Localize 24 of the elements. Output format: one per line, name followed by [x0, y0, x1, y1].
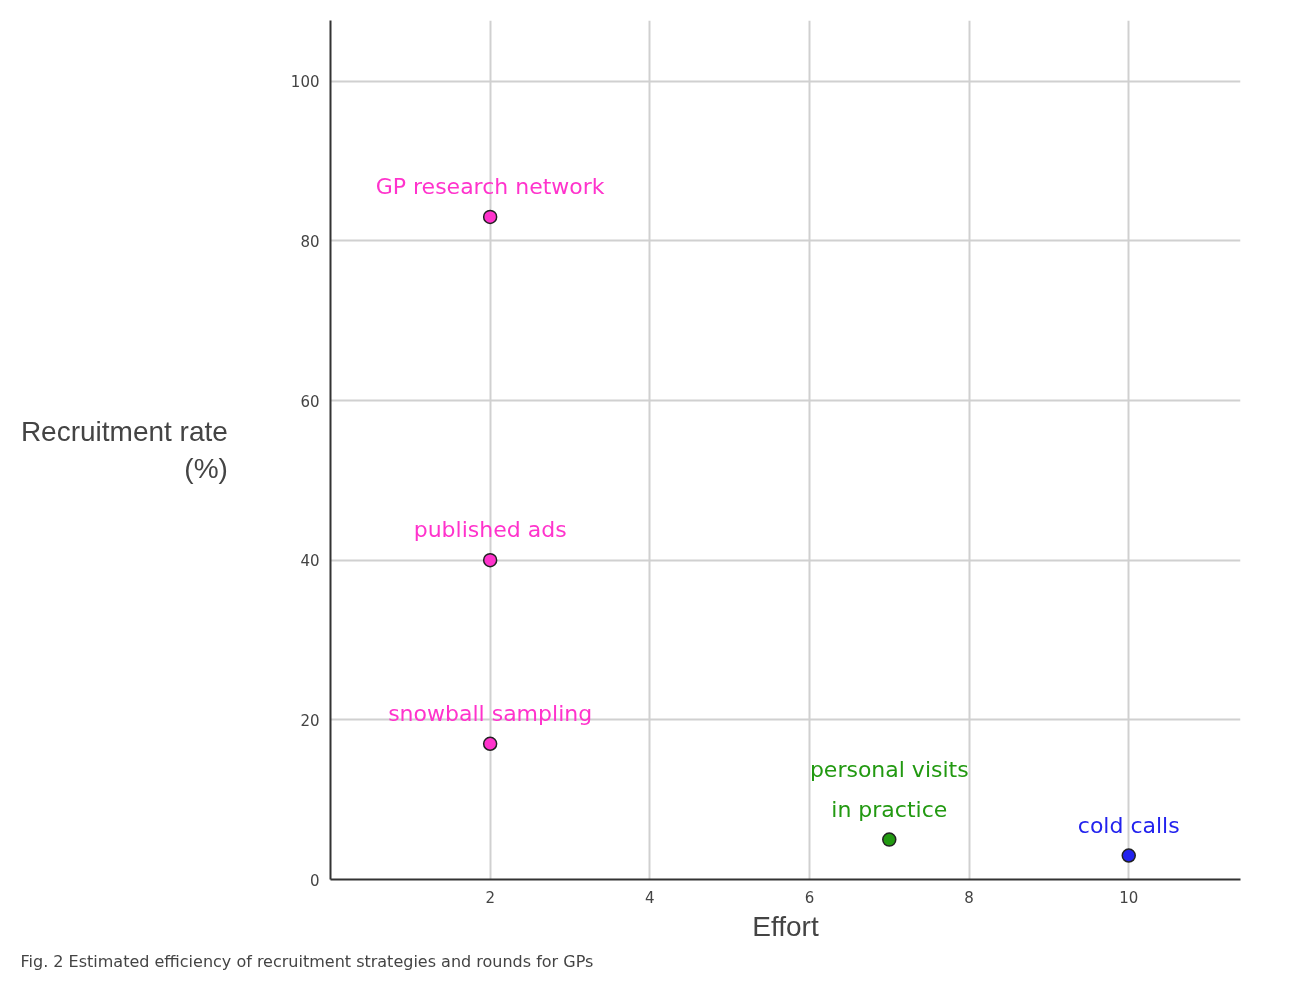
x-tick-label: 4 — [645, 888, 655, 907]
text: personal visits in practice — [809, 756, 969, 822]
series-label: cold calls — [1077, 812, 1180, 838]
point — [1121, 848, 1136, 863]
point — [482, 209, 498, 225]
y-tick-label: 60 — [300, 392, 320, 411]
y-axis-title: Recruitment rate (%) — [20, 415, 228, 485]
series-label: GP research network — [375, 173, 605, 199]
point — [482, 552, 498, 568]
y-tick-label: 40 — [300, 552, 320, 571]
series-label: published ads — [413, 517, 567, 543]
y-tick-label: 100 — [290, 73, 320, 92]
caption: Fig. 2 Estimated efficiency of recruitment strategies and rounds for GPs — [20, 951, 594, 971]
x-tick-label: 8 — [964, 888, 974, 907]
y-tick-label: 20 — [300, 711, 320, 730]
x-tick-label: 2 — [485, 888, 495, 907]
x-axis-title: Effort — [752, 910, 819, 942]
x-tick-label: 6 — [804, 888, 815, 907]
point — [882, 832, 897, 847]
series-label: snowball sampling — [388, 700, 593, 726]
x-tick-label: 10 — [1119, 888, 1139, 907]
point — [482, 736, 498, 752]
y-tick-label: 80 — [300, 232, 320, 251]
y-tick-label: 0 — [309, 871, 320, 890]
